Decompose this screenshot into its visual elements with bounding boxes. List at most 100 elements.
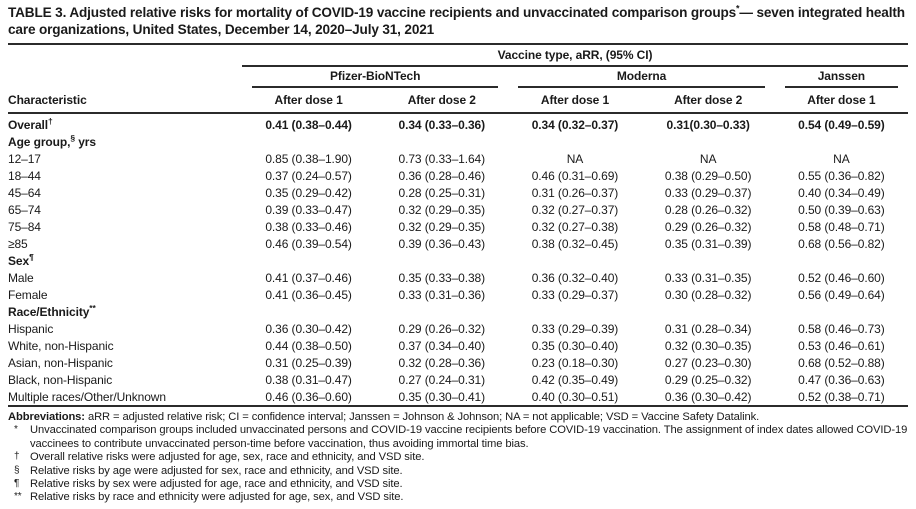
cell-value [242, 303, 375, 320]
cell-value: 0.44 (0.38–0.50) [265, 338, 352, 353]
cell-value: 0.36 (0.28–0.46) [398, 168, 486, 183]
col-header-moderna-dose2: After dose 2 [674, 93, 743, 107]
cell-value [642, 252, 775, 269]
cell-value: 0.46 (0.39–0.54) [265, 236, 352, 251]
cell-value: 0.36 (0.30–0.42) [664, 389, 752, 404]
row-label: 65–74 [8, 202, 41, 217]
cell-value: 0.31(0.30–0.33) [666, 117, 750, 132]
cell-value [642, 133, 775, 150]
blank-cell [8, 45, 242, 67]
cell-value: 0.38 (0.31–0.47) [265, 372, 352, 387]
cell-value: 0.36 (0.32–0.40) [531, 270, 619, 285]
cell-value: 0.29 (0.26–0.32) [664, 219, 752, 234]
cell-value: 0.52 (0.38–0.71) [798, 389, 885, 404]
cell-value: 0.38 (0.29–0.50) [664, 168, 752, 183]
section-row: Age group,§ yrs [8, 133, 908, 150]
footnote-marker: § [14, 464, 20, 476]
row-label: ≥85 [8, 236, 28, 251]
footnote-text: Relative risks by race and ethnicity wer… [30, 491, 404, 504]
table-row: 65–74 0.39 (0.33–0.47) 0.32 (0.29–0.35) 0.3… [8, 201, 908, 218]
cell-value [375, 133, 508, 150]
characteristic-header: Characteristic [8, 93, 87, 107]
table-row: Multiple races/Other/Unknown 0.46 (0.36–0… [8, 388, 908, 406]
cell-value: 0.28 (0.25–0.31) [398, 185, 486, 200]
row-label: Overall† [8, 115, 53, 132]
cell-value: 0.58 (0.48–0.71) [798, 219, 885, 234]
cell-value: 0.73 (0.33–1.64) [398, 151, 486, 166]
cell-value: 0.33 (0.31–0.35) [664, 270, 752, 285]
cell-value: 0.56 (0.49–0.64) [798, 287, 885, 302]
group-header-moderna: Moderna [508, 67, 774, 88]
cell-value: 0.31 (0.26–0.37) [531, 185, 619, 200]
row-footnote-marker: ** [89, 302, 96, 313]
cell-value: 0.29 (0.25–0.32) [664, 372, 752, 387]
table-row: Female 0.41 (0.36–0.45) 0.33 (0.31–0.36) 0.… [8, 286, 908, 303]
cell-value: 0.41 (0.38–0.44) [265, 117, 352, 132]
cell-value: 0.33 (0.29–0.39) [531, 321, 619, 336]
title-footnote-marker: * [736, 3, 740, 14]
footnote: ¶ Relative risks by sex were adjusted for… [8, 478, 908, 491]
group-header-moderna-label: Moderna [518, 67, 765, 88]
row-label: Hispanic [8, 321, 54, 336]
cell-value: 0.40 (0.30–0.51) [531, 389, 619, 404]
table-row: Overall† 0.41 (0.38–0.44) 0.34 (0.33–0.36)… [8, 113, 908, 133]
row-label: Multiple races/Other/Unknown [8, 389, 166, 404]
cell-value: 0.32 (0.30–0.35) [664, 338, 752, 353]
cell-value: 0.41 (0.37–0.46) [265, 270, 352, 285]
abbreviations-note: Abbreviations: aRR = adjusted relative r… [8, 411, 908, 424]
footnotes: Abbreviations: aRR = adjusted relative r… [8, 411, 908, 505]
vaccine-type-header: Vaccine type, aRR, (95% CI) [242, 45, 908, 67]
footnote: ** Relative risks by race and ethnicity w… [8, 491, 908, 504]
cell-value: 0.47 (0.36–0.63) [798, 372, 885, 387]
footnote-text: Relative risks by sex were adjusted for … [30, 478, 403, 491]
cell-value: 0.33 (0.31–0.36) [398, 287, 486, 302]
vaccine-type-header-label: Vaccine type, aRR, (95% CI) [242, 45, 908, 67]
cell-value: 0.52 (0.46–0.60) [798, 270, 885, 285]
cell-value: 0.68 (0.52–0.88) [798, 355, 885, 370]
cell-value: 0.41 (0.36–0.45) [265, 287, 352, 302]
cell-value: 0.38 (0.33–0.46) [265, 219, 352, 234]
table-row: White, non-Hispanic 0.44 (0.38–0.50) 0.37 … [8, 337, 908, 354]
table-row: Male 0.41 (0.37–0.46) 0.35 (0.33–0.38) 0.36… [8, 269, 908, 286]
cell-value: 0.35 (0.33–0.38) [398, 270, 486, 285]
cell-value: 0.37 (0.34–0.40) [398, 338, 486, 353]
cell-value: 0.37 (0.24–0.57) [265, 168, 352, 183]
table-row: 18–44 0.37 (0.24–0.57) 0.36 (0.28–0.46) 0.4… [8, 167, 908, 184]
cell-value: 0.34 (0.33–0.36) [398, 117, 486, 132]
cell-value: 0.54 (0.49–0.59) [798, 117, 885, 132]
cell-value [508, 252, 641, 269]
group-header-janssen: Janssen [775, 67, 908, 88]
table-row: ≥85 0.46 (0.39–0.54) 0.39 (0.36–0.43) 0.38 … [8, 235, 908, 252]
cell-value [242, 252, 375, 269]
row-label: 18–44 [8, 168, 41, 183]
cell-value: 0.32 (0.27–0.38) [531, 219, 619, 234]
cell-value: 0.39 (0.33–0.47) [265, 202, 352, 217]
cell-value: 0.55 (0.36–0.82) [798, 168, 885, 183]
cell-value: 0.32 (0.29–0.35) [398, 202, 486, 217]
cell-value: 0.68 (0.56–0.82) [798, 236, 885, 251]
section-row: Sex¶ [8, 252, 908, 269]
footnote-marker: * [14, 424, 18, 436]
row-label: Age group,§ yrs [8, 132, 96, 149]
abbreviations-text: aRR = adjusted relative risk; CI = confi… [84, 411, 760, 423]
cell-value: 0.33 (0.29–0.37) [531, 287, 619, 302]
cell-value: 0.32 (0.27–0.37) [531, 202, 619, 217]
cell-value: 0.50 (0.39–0.63) [798, 202, 885, 217]
cell-value: 0.23 (0.18–0.30) [531, 355, 619, 370]
cell-value: NA [699, 151, 717, 166]
row-label: 12–17 [8, 151, 41, 166]
row-label: White, non-Hispanic [8, 338, 114, 353]
footnote: * Unvaccinated comparison groups included… [8, 424, 908, 451]
table-row: 45–64 0.35 (0.29–0.42) 0.28 (0.25–0.31) 0.3… [8, 184, 908, 201]
col-header-pfizer-dose2: After dose 2 [407, 93, 476, 107]
row-label: Female [8, 287, 48, 302]
cell-value: 0.27 (0.24–0.31) [398, 372, 486, 387]
cell-value: 0.27 (0.23–0.30) [664, 355, 752, 370]
cell-value: 0.30 (0.28–0.32) [664, 287, 752, 302]
table-header: Vaccine type, aRR, (95% CI) Pfizer-BioNT… [8, 45, 908, 113]
cell-value: 0.35 (0.31–0.39) [664, 236, 752, 251]
cell-value: 0.34 (0.32–0.37) [531, 117, 619, 132]
cell-value [508, 303, 641, 320]
cell-value: 0.39 (0.36–0.43) [398, 236, 486, 251]
